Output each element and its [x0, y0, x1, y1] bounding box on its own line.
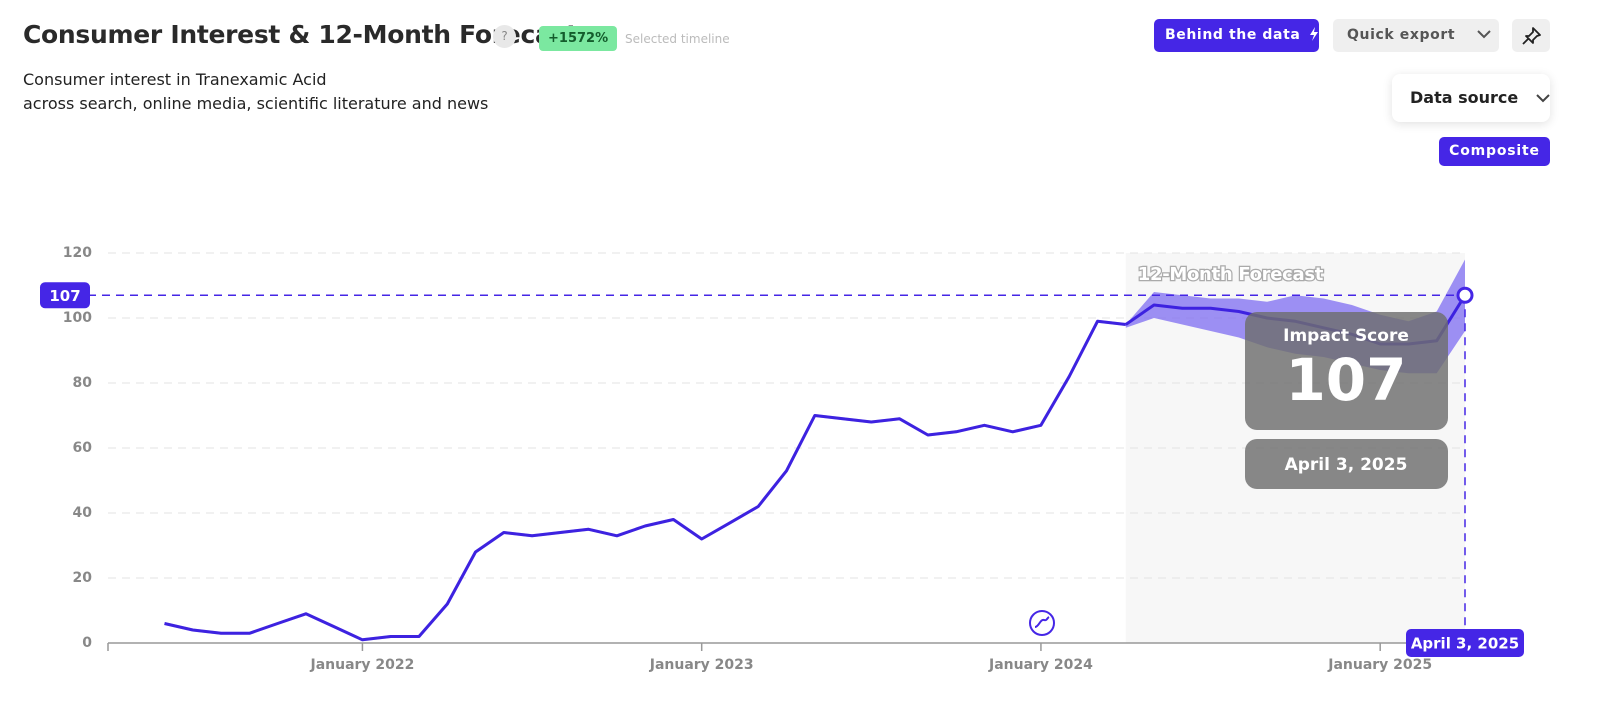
- line: [164, 319, 1126, 642]
- subtitle: Consumer interest in Tranexamic Acid: [23, 70, 327, 89]
- trend-icon[interactable]: [1029, 610, 1055, 636]
- x-flag: [1406, 629, 1524, 657]
- subtitle: across search, online media, scientific …: [23, 94, 489, 113]
- y-tick-label: 120: [63, 245, 92, 261]
- y-flag: [40, 282, 90, 309]
- x-tick-label: January 2022: [309, 657, 414, 673]
- tooltip-date-box: [1245, 439, 1448, 489]
- x-tick-label: January 2023: [649, 657, 754, 673]
- data-source-dropdown[interactable]: Data source: [1392, 74, 1550, 122]
- tooltip-box: [1245, 312, 1448, 430]
- pin-button[interactable]: [1512, 19, 1550, 52]
- bolt-icon: [1309, 27, 1318, 41]
- pin-icon: [1522, 27, 1541, 45]
- dropdown-label: Data source: [1410, 88, 1519, 107]
- behind-the-data-button[interactable]: Behind the data: [1154, 19, 1319, 52]
- change-badge: +1572%: [539, 26, 618, 51]
- y-tick-label: 100: [63, 310, 92, 326]
- y-tick-label: 60: [73, 440, 93, 456]
- button-label: Behind the data: [1165, 27, 1301, 43]
- tooltip-value: 107: [1285, 346, 1406, 414]
- y-tick-label: 80: [73, 375, 93, 391]
- highlight-point: [1456, 286, 1474, 304]
- x-tick-label: January 2025: [1327, 657, 1432, 673]
- chevron-icon: [1536, 94, 1550, 103]
- y-flag-label: 107: [49, 287, 80, 305]
- y-tick-label: 40: [73, 505, 93, 521]
- x-flag-label: April 3, 2025: [1411, 635, 1519, 653]
- change-label: Selected timeline: [625, 32, 730, 46]
- button-label: Quick export: [1347, 27, 1456, 43]
- tooltip-label: Impact Score: [1283, 326, 1409, 346]
- help-button[interactable]: ?: [493, 25, 516, 48]
- y-tick-label: 0: [82, 635, 92, 651]
- x-tick-label: January 2024: [988, 657, 1093, 673]
- y-tick-label: 20: [73, 570, 93, 586]
- tooltip-date: April 3, 2025: [1285, 455, 1408, 475]
- forecast-label: 12-Month Forecast: [1138, 264, 1324, 285]
- chevron-icon: [1476, 30, 1491, 39]
- composite-button[interactable]: Composite: [1439, 137, 1550, 166]
- title: Consumer Interest & 12-Month Forecast: [23, 20, 578, 49]
- quick-export-button[interactable]: Quick export: [1333, 19, 1499, 52]
